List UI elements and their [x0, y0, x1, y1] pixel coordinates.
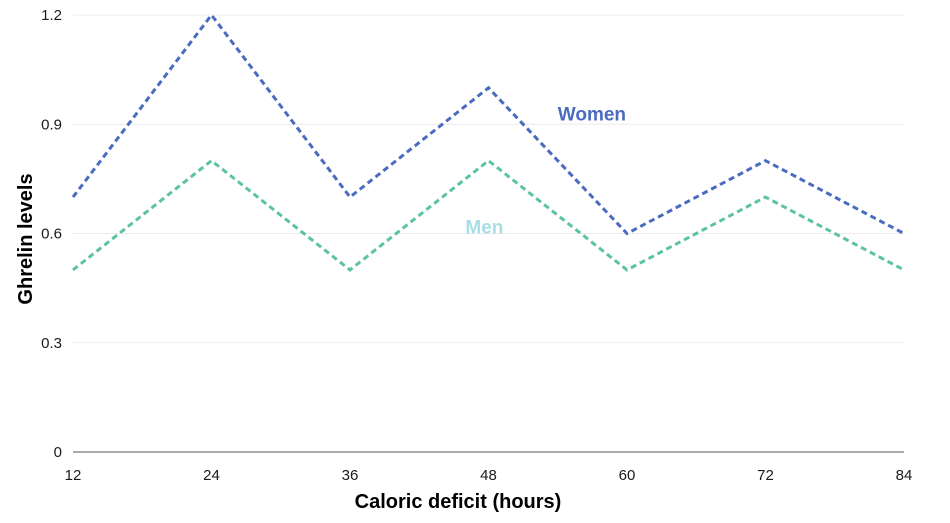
y-tick-label: 0 — [54, 444, 62, 461]
x-tick-label: 60 — [619, 467, 636, 484]
y-tick-label: 1.2 — [41, 7, 62, 24]
x-tick-label: 36 — [342, 467, 359, 484]
series-line-women — [71, 12, 905, 236]
x-tick-label: 24 — [203, 467, 220, 484]
y-tick-labels: 0 0.3 0.6 0.9 1.2 — [41, 7, 62, 461]
x-axis-title: Caloric deficit (hours) — [355, 491, 562, 513]
y-tick-label: 0.6 — [41, 226, 62, 243]
x-tick-labels: 12 24 36 48 60 72 84 — [65, 467, 913, 484]
series-labels: Women Men — [465, 105, 626, 239]
y-tick-label: 0.3 — [41, 335, 62, 352]
y-tick-label: 0.9 — [41, 116, 62, 133]
x-tick-label: 84 — [896, 467, 913, 484]
y-axis-title: Ghrelin levels — [15, 173, 37, 304]
series-layer — [71, 12, 905, 272]
series-label-men: Men — [465, 218, 503, 239]
series-line-men — [72, 158, 905, 272]
x-tick-label: 48 — [480, 467, 497, 484]
x-tick-label: 72 — [757, 467, 774, 484]
x-tick-label: 12 — [65, 467, 82, 484]
grid-layer — [73, 14, 904, 453]
series-label-women: Women — [558, 105, 626, 126]
